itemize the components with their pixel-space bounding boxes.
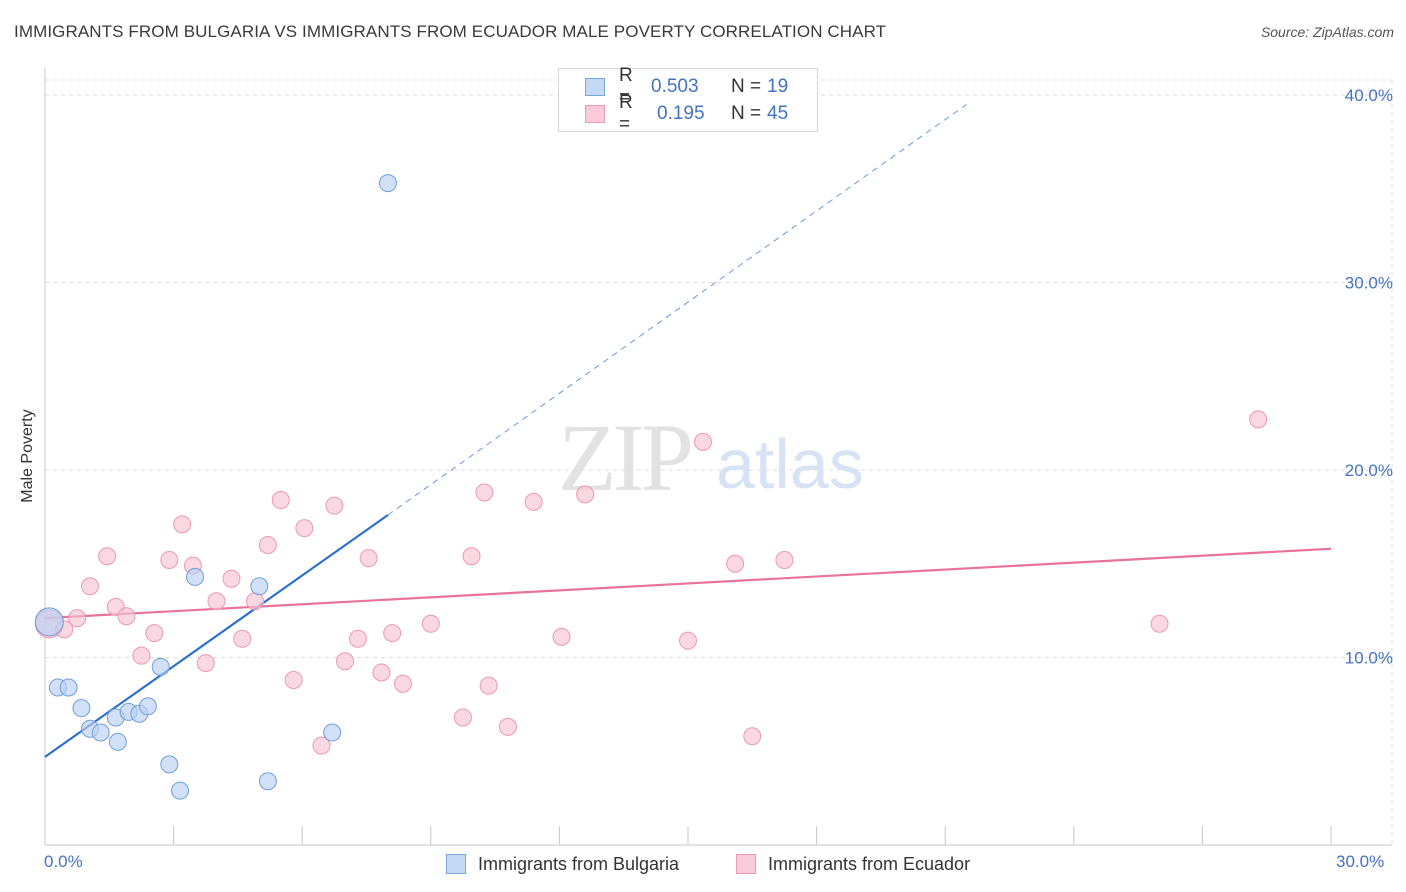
data-point-ecuador [524,492,543,511]
source-label: Source: ZipAtlas.com [1260,24,1394,40]
data-point-bulgaria [186,567,205,586]
legend-r-value: 0.503 [651,76,699,97]
data-point-ecuador [359,549,378,568]
data-point-ecuador [393,674,412,693]
chart-title: IMMIGRANTS FROM BULGARIA VS IMMIGRANTS F… [14,22,887,41]
data-point-ecuador [743,727,762,746]
legend-row-ecuador: R = 0.195 N = 45 [585,92,789,135]
data-point-ecuador [1150,614,1169,633]
data-point-bulgaria [59,678,78,697]
data-point-bulgaria [138,697,157,716]
legend-r-value: 0.195 [657,103,705,124]
legend-n-value: 45 [767,103,789,124]
legend-label-bulgaria: Immigrants from Bulgaria [478,853,680,874]
data-point-bulgaria [160,755,179,774]
data-point-ecuador [479,676,498,695]
legend-label-ecuador: Immigrants from Ecuador [768,853,971,874]
data-point-ecuador [196,654,215,673]
legend-swatch-bulgaria [585,78,605,96]
data-point-ecuador [312,736,331,755]
data-point-ecuador [462,547,481,566]
data-point-ecuador [348,629,367,648]
data-point-ecuador [325,496,344,515]
legend-r-label: R = [619,65,633,108]
y-tick-label: 30.0% [1345,274,1393,293]
correlation-legend: R = 0.503 N = 19 R = 0.195 N = 45 [558,65,818,135]
watermark-atlas: atlas [716,425,864,503]
data-point-ecuador [132,646,151,665]
data-point-ecuador [81,577,100,596]
data-point-ecuador [383,624,402,643]
data-point-ecuador [1249,410,1268,429]
y-tick-label: 10.0% [1345,649,1393,668]
data-point-bulgaria [34,607,64,637]
data-point-ecuador [498,717,517,736]
data-point-bulgaria [250,577,269,596]
watermark: ZIP atlas [558,404,864,511]
data-point-bulgaria [258,772,277,791]
data-point-ecuador [679,631,697,650]
data-point-ecuador [258,536,277,554]
legend-item-ecuador: Immigrants from Ecuador [736,852,970,876]
data-point-ecuador [233,629,252,648]
data-point-bulgaria [72,699,91,718]
x-tick-label-max: 30.0% [1336,852,1385,871]
data-point-ecuador [295,519,314,538]
y-tick-label: 20.0% [1345,461,1393,480]
legend-swatch-ecuador [736,854,756,874]
y-tick-labels: 10.0% 20.0% 30.0% 40.0% [1345,86,1393,668]
data-point-ecuador [552,627,571,646]
data-point-ecuador [117,607,136,626]
legend-r-label: R = [619,92,633,135]
trend-line-bulgaria [44,514,389,758]
axes [44,68,1392,846]
data-point-ecuador [145,624,164,643]
legend-n-label: N = [731,76,762,97]
data-point-ecuador [271,491,290,509]
data-point-bulgaria [108,732,127,751]
legend-swatch-ecuador [585,105,605,123]
data-point-bulgaria [91,723,110,742]
data-point-ecuador [453,708,472,727]
data-point-ecuador [372,663,391,682]
legend-row-bulgaria: R = 0.503 N = 19 [585,65,789,108]
trend-line-bulgaria-extension [387,103,967,516]
data-point-ecuador [576,485,595,504]
data-point-ecuador [775,551,794,569]
data-point-ecuador [68,609,87,628]
data-point-ecuador [694,432,713,451]
data-point-bulgaria [151,657,170,676]
data-point-ecuador [284,671,303,689]
data-point-bulgaria [323,723,342,742]
y-tick-label: 40.0% [1345,86,1393,105]
data-point-ecuador [173,515,192,534]
data-point-ecuador [160,551,179,569]
data-point-ecuador [222,569,241,588]
data-point-ecuador [726,554,745,573]
x-tick-label-min: 0.0% [44,852,83,871]
legend-swatch-bulgaria [446,854,466,874]
data-point-bulgaria [171,781,190,800]
data-point-ecuador [207,592,226,611]
data-point-ecuador [336,652,355,671]
data-point-ecuador [98,547,117,566]
legend-n-label: N = [731,103,762,124]
data-point-ecuador [246,592,265,611]
data-point-ecuador [475,483,494,502]
data-point-bulgaria [378,174,397,193]
legend-item-bulgaria: Immigrants from Bulgaria [446,852,679,876]
data-point-ecuador [421,614,440,633]
legend-n-value: 19 [767,76,789,97]
data-points [34,174,1268,800]
